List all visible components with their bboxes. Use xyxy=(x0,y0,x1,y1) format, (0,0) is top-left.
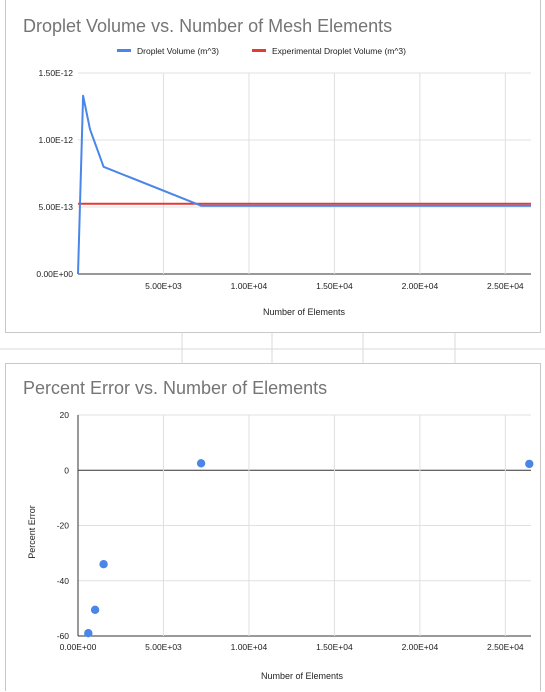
y-tick-label: 0.00E+00 xyxy=(36,269,73,279)
x-axis-label: Number of Elements xyxy=(261,671,344,681)
scatter-point[interactable] xyxy=(84,629,93,638)
scatter-point[interactable] xyxy=(90,605,100,614)
x-tick-label: 1.50E+04 xyxy=(316,281,353,291)
y-tick-label: -20 xyxy=(57,521,70,531)
chart-gridlines xyxy=(78,72,531,275)
y-tick-label: 20 xyxy=(60,410,70,420)
scatter-point[interactable] xyxy=(196,459,206,468)
chart-title: Percent Error vs. Number of Elements xyxy=(23,378,327,398)
chart-ticks: 20 0 -20 -40 -600.00E+00 5.00E+03 1.00E+04 1.50… xyxy=(57,410,524,652)
x-tick-label: 5.00E+03 xyxy=(145,281,182,291)
y-tick-label: 1.50E-12 xyxy=(39,68,74,78)
legend-label-experimental-volume: Experimental Droplet Volume (m^3) xyxy=(272,46,406,56)
error-chart: Percent Error vs. Number of Elements 20 0… xyxy=(23,378,534,681)
chart-ticks: 0.00E+00 5.00E-13 1.00E-12 1.50E-12 5.00E+03… xyxy=(36,68,524,291)
y-tick-label: 0 xyxy=(64,465,69,475)
chart-series xyxy=(77,94,531,275)
series-line-droplet-volume xyxy=(77,94,531,275)
x-axis-label: Number of Elements xyxy=(263,307,346,317)
x-tick-label: 0.00E+00 xyxy=(60,642,97,652)
x-tick-label: 2.00E+04 xyxy=(402,642,439,652)
x-tick-label: 1.00E+04 xyxy=(231,642,268,652)
volume-chart: Droplet Volume vs. Number of Mesh Elemen… xyxy=(23,16,531,317)
legend-swatch-experimental-volume xyxy=(252,49,266,52)
y-tick-label: 5.00E-13 xyxy=(39,202,74,212)
legend-swatch-droplet-volume xyxy=(117,49,131,52)
y-tick-label: 1.00E-12 xyxy=(39,135,74,145)
error-chart-card[interactable]: Percent Error vs. Number of Elements 20 0… xyxy=(5,363,541,691)
chart-gridlines xyxy=(77,414,531,637)
chart-series xyxy=(84,459,534,638)
x-tick-label: 1.50E+04 xyxy=(316,642,353,652)
y-axis-label: Percent Error xyxy=(27,505,37,559)
legend-label-droplet-volume: Droplet Volume (m^3) xyxy=(137,46,219,56)
x-tick-label: 1.00E+04 xyxy=(231,281,268,291)
scatter-point[interactable] xyxy=(525,459,534,469)
scatter-point[interactable] xyxy=(99,560,108,569)
x-tick-label: 2.50E+04 xyxy=(487,642,524,652)
y-tick-label: -60 xyxy=(57,631,70,641)
y-tick-label: -40 xyxy=(57,576,70,586)
chart-title: Droplet Volume vs. Number of Mesh Elemen… xyxy=(23,16,392,36)
chart-legend: Droplet Volume (m^3) Experimental Drople… xyxy=(117,46,406,56)
volume-chart-card[interactable]: Droplet Volume vs. Number of Mesh Elemen… xyxy=(5,0,541,333)
x-tick-label: 2.50E+04 xyxy=(487,281,524,291)
x-tick-label: 5.00E+03 xyxy=(145,642,182,652)
x-tick-label: 2.00E+04 xyxy=(402,281,439,291)
